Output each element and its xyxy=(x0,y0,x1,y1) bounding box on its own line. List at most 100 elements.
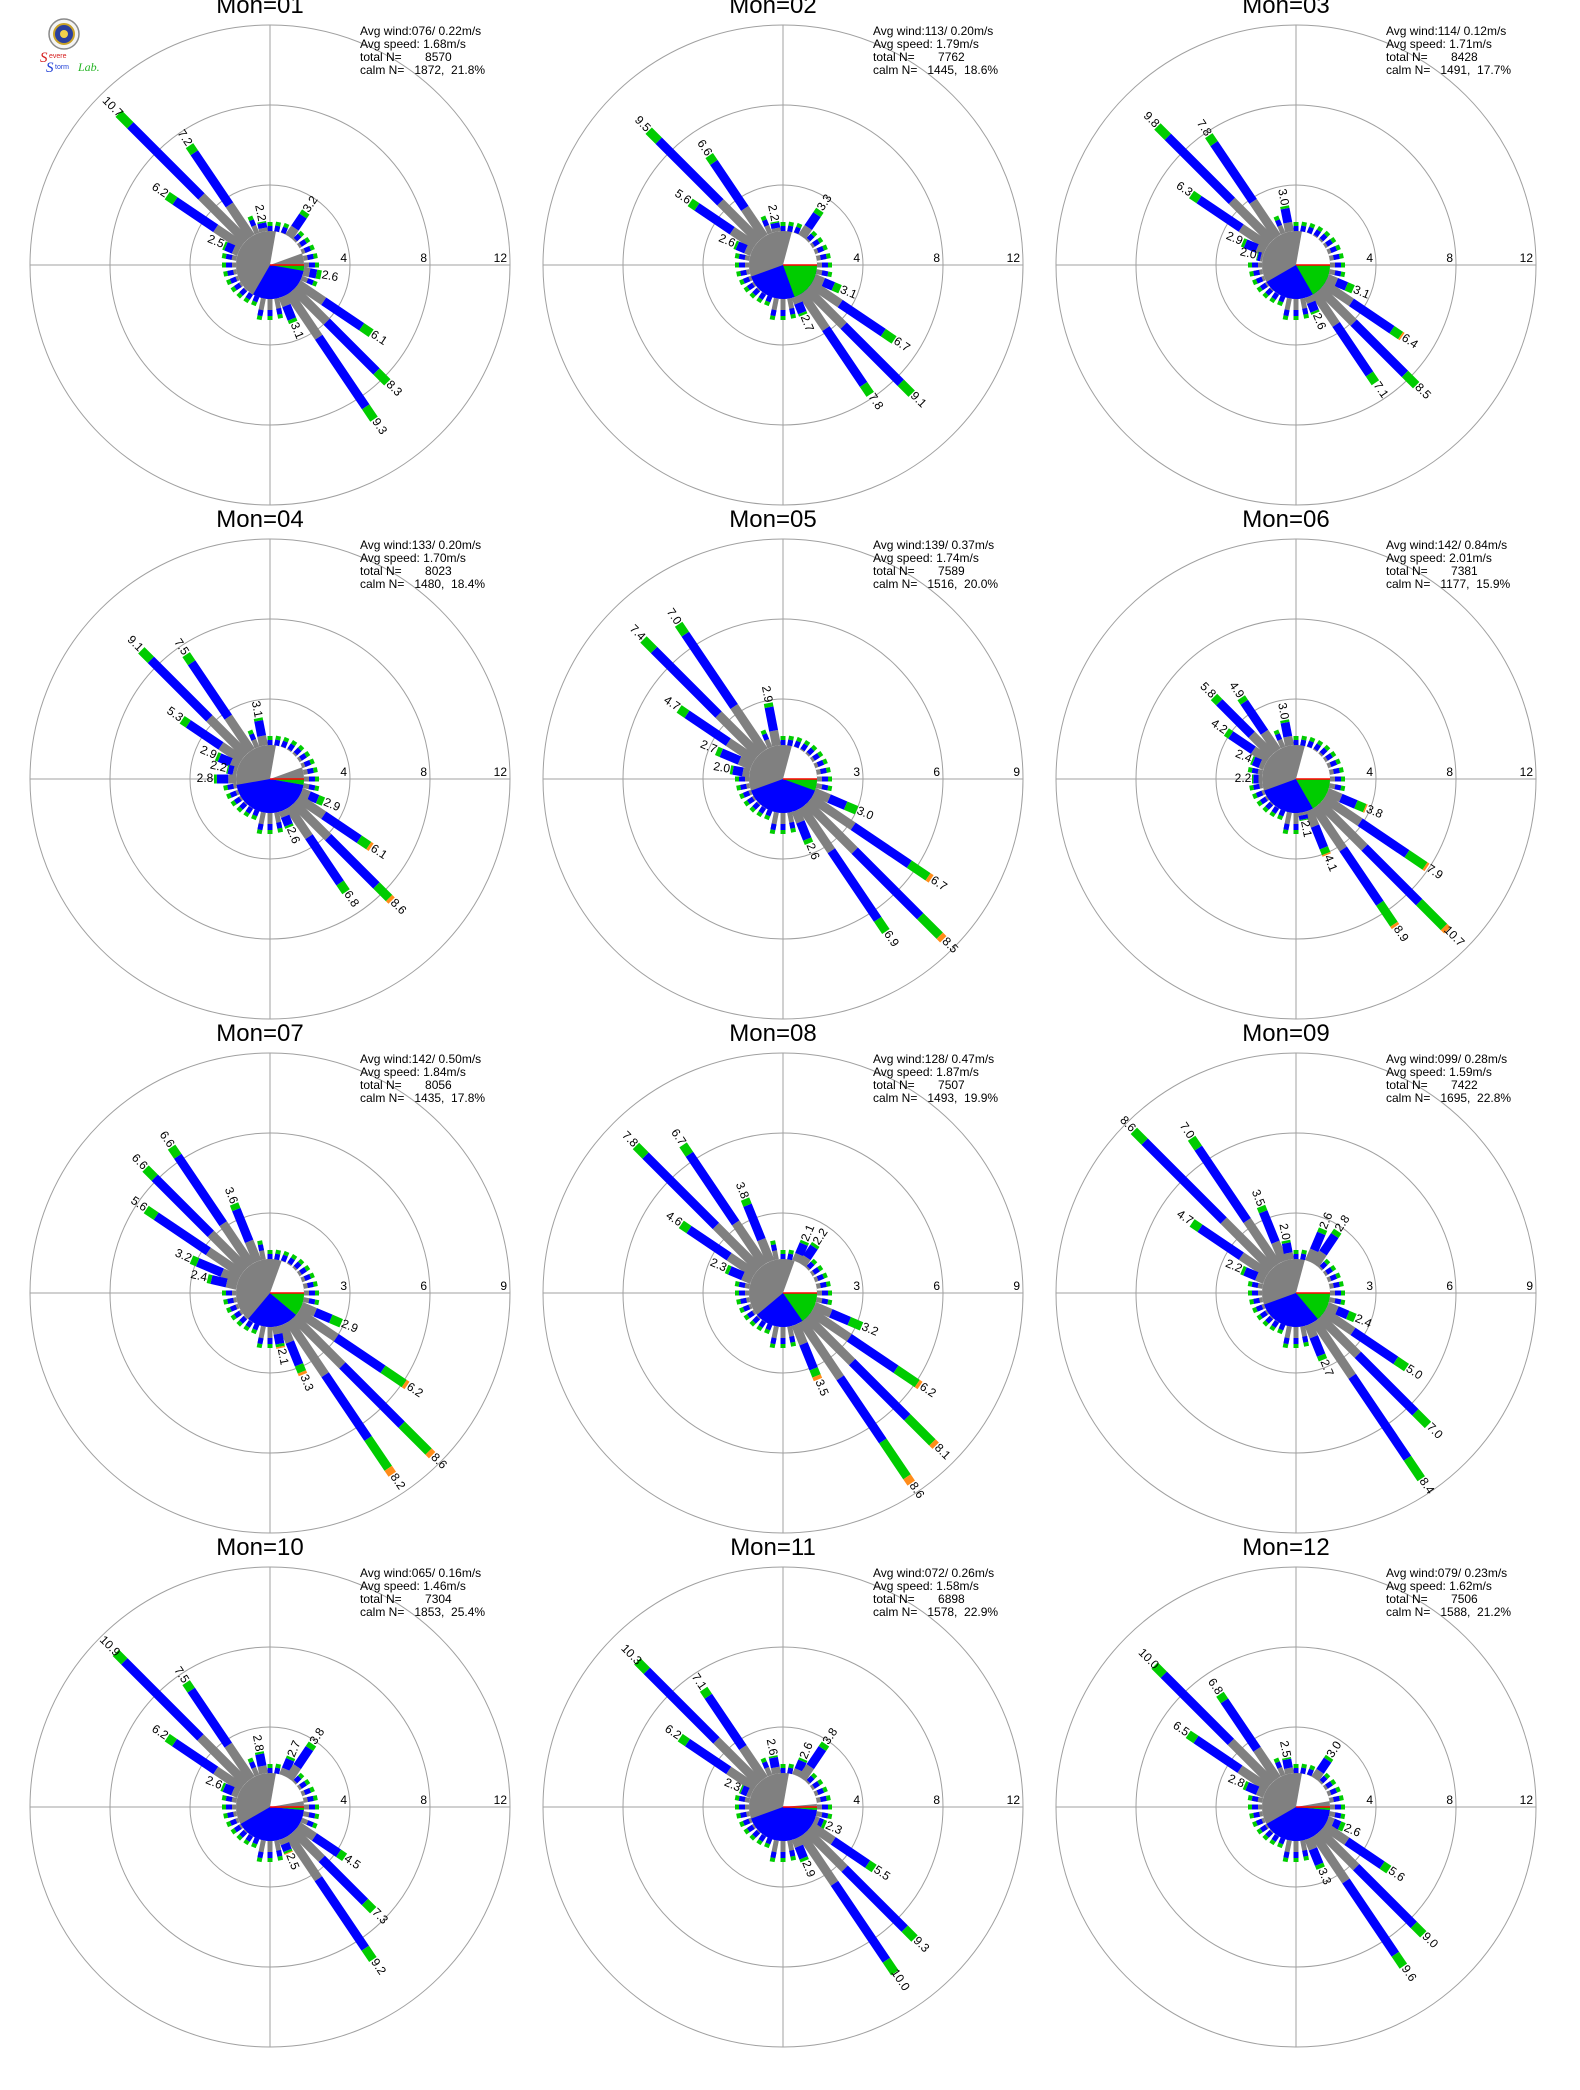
minor-spoke-green xyxy=(1269,1839,1276,1846)
spoke-value-label: 2.7 xyxy=(798,313,817,334)
minor-spoke-green xyxy=(749,806,756,813)
minor-spoke-blue xyxy=(1278,294,1286,303)
svg-text:S: S xyxy=(46,60,54,76)
spoke-value-label: 2.0 xyxy=(1239,244,1259,261)
calm-white-sector xyxy=(1296,231,1330,265)
spoke-green xyxy=(733,240,740,250)
minor-spoke-green xyxy=(739,792,745,800)
spoke-gray xyxy=(1304,294,1316,305)
wind-rose-panel: 4 8 12 10.7 7.2 6.2 2.5 2.2 3.2 2.6 6.1 8.3 9.3 3.1 Mo… xyxy=(0,0,520,520)
wind-rose-plot: 4 8 129.8 7.86.32.92.03.03.16.48.57.12.6 xyxy=(1055,24,1537,506)
minor-spoke-blue xyxy=(758,292,767,300)
minor-spoke-green xyxy=(739,1306,745,1314)
ring-label: 8 xyxy=(420,765,427,779)
minor-spoke-blue xyxy=(1278,1322,1286,1331)
spoke-gray xyxy=(1311,1832,1350,1884)
minor-spoke-green xyxy=(243,1325,250,1332)
panel-title: Mon=12 xyxy=(1242,1534,1330,1561)
minor-spoke-blue xyxy=(1306,740,1314,749)
minor-spoke-blue xyxy=(770,1244,778,1252)
spoke-gray xyxy=(1321,794,1363,827)
spoke-blue xyxy=(1160,1671,1235,1746)
spoke-value-label: 3.0 xyxy=(1275,702,1292,721)
minor-spoke-green xyxy=(1273,215,1280,222)
spoke-gray xyxy=(803,285,847,329)
minor-spoke-blue xyxy=(225,1795,233,1802)
spoke-gray xyxy=(1260,729,1281,754)
stats-calm-n: calm N= 1491, 17.7% xyxy=(1386,63,1512,77)
minor-spoke-green xyxy=(760,1757,767,1764)
spoke-blue xyxy=(273,1333,285,1345)
spoke-green xyxy=(1242,1780,1249,1791)
minor-spoke-blue xyxy=(787,225,794,233)
minor-spoke-green xyxy=(1247,767,1253,773)
stats-block: Avg wind:142/ 0.50m/s Avg speed: 1.84m/s t… xyxy=(360,1053,485,1105)
minor-spoke-green xyxy=(810,1258,818,1266)
spoke-value-label: 2.1 xyxy=(275,1347,292,1366)
spoke-blue xyxy=(333,1333,386,1373)
spoke-gray xyxy=(1316,285,1357,326)
calm-blue-sector xyxy=(751,779,816,813)
spoke-blue xyxy=(1310,824,1328,850)
minor-spoke-blue xyxy=(1259,1310,1268,1319)
spoke-gray xyxy=(257,735,268,747)
spoke-blue xyxy=(1348,298,1395,334)
spoke-value-label: 2.3 xyxy=(722,1775,743,1795)
spoke-blue xyxy=(1193,1735,1243,1773)
spoke-gray xyxy=(285,1832,323,1882)
minor-spoke-blue xyxy=(1302,1849,1309,1857)
stats-block: Avg wind:133/ 0.20m/s Avg speed: 1.70m/s t… xyxy=(360,539,485,591)
minor-spoke-green xyxy=(1282,1343,1289,1349)
spoke-green xyxy=(142,1165,158,1181)
minor-spoke-blue xyxy=(1319,747,1328,756)
minor-spoke-green xyxy=(769,829,776,835)
stats-avg-speed: Avg speed: 2.01m/s xyxy=(1386,551,1492,565)
spoke-green xyxy=(315,269,322,280)
minor-spoke-green xyxy=(283,222,290,229)
minor-spoke-blue xyxy=(276,821,283,829)
calm-blue-sector xyxy=(1264,779,1313,813)
minor-spoke-blue xyxy=(765,1322,773,1331)
ring-label: 4 xyxy=(340,1793,347,1807)
spoke-gray xyxy=(285,804,313,840)
calm-green-sector xyxy=(1296,265,1330,295)
spoke-gray xyxy=(1325,1816,1335,1827)
minor-spoke-blue xyxy=(276,1849,283,1857)
spoke-green xyxy=(329,1314,343,1328)
spoke-gray xyxy=(1311,1250,1327,1268)
panel-title: Mon=02 xyxy=(729,0,817,19)
minor-spoke-green xyxy=(822,1272,828,1279)
minor-spoke-green xyxy=(243,1839,250,1846)
spoke-gray xyxy=(278,1836,290,1846)
minor-spoke-green xyxy=(1335,758,1341,765)
spoke-gray xyxy=(278,294,291,308)
spoke-blue xyxy=(1339,793,1358,809)
spoke-green xyxy=(831,282,842,294)
spoke-green xyxy=(1345,1310,1357,1323)
wind-rose-plot: 4 8 129.1 7.55.32.92.22.83.12.96.18.66.82.6 xyxy=(29,538,511,1020)
spoke-gray xyxy=(1253,1746,1281,1782)
spoke-gray xyxy=(299,788,311,800)
wind-rose-panel: 4 8 12 9.8 7.8 6.3 2.9 2.0 3.0 3.1 6.4 8.5 7.1 2.6 Mon… xyxy=(1026,0,1546,520)
spoke-value-label: 3.8 xyxy=(733,1180,752,1201)
minor-spoke-green xyxy=(790,1341,797,1347)
minor-spoke-green xyxy=(1247,1281,1253,1287)
minor-spoke-blue xyxy=(789,821,796,829)
minor-spoke-blue xyxy=(239,801,248,810)
spoke-green xyxy=(284,823,294,829)
spoke-green xyxy=(1130,1127,1148,1145)
minor-spoke-green xyxy=(223,1812,229,1819)
spoke-blue xyxy=(1332,322,1374,377)
minor-spoke-green xyxy=(1249,270,1255,277)
stats-avg-speed: Avg speed: 1.71m/s xyxy=(1386,37,1492,51)
minor-spoke-blue xyxy=(1306,1768,1314,1777)
spoke-blue xyxy=(803,1244,818,1261)
spoke-gray xyxy=(302,267,311,278)
minor-spoke-green xyxy=(304,1264,311,1272)
minor-spoke-blue xyxy=(1334,784,1342,791)
minor-spoke-green xyxy=(749,1320,756,1327)
minor-spoke-blue xyxy=(227,1811,234,1818)
spoke-green xyxy=(724,1264,732,1275)
stats-calm-n: calm N= 1493, 19.9% xyxy=(873,1091,999,1105)
spoke-value-label: 3.3 xyxy=(297,1372,316,1393)
